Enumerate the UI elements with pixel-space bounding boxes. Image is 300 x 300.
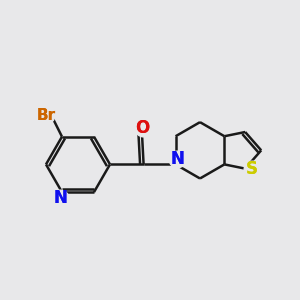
Text: N: N <box>53 189 67 207</box>
Text: N: N <box>170 150 184 168</box>
Text: Br: Br <box>37 108 56 123</box>
Text: O: O <box>136 119 150 137</box>
Text: S: S <box>246 160 258 178</box>
Text: Br: Br <box>37 108 56 123</box>
Text: S: S <box>246 160 258 178</box>
Text: N: N <box>170 150 184 168</box>
Text: N: N <box>53 189 67 207</box>
Text: O: O <box>136 119 150 137</box>
